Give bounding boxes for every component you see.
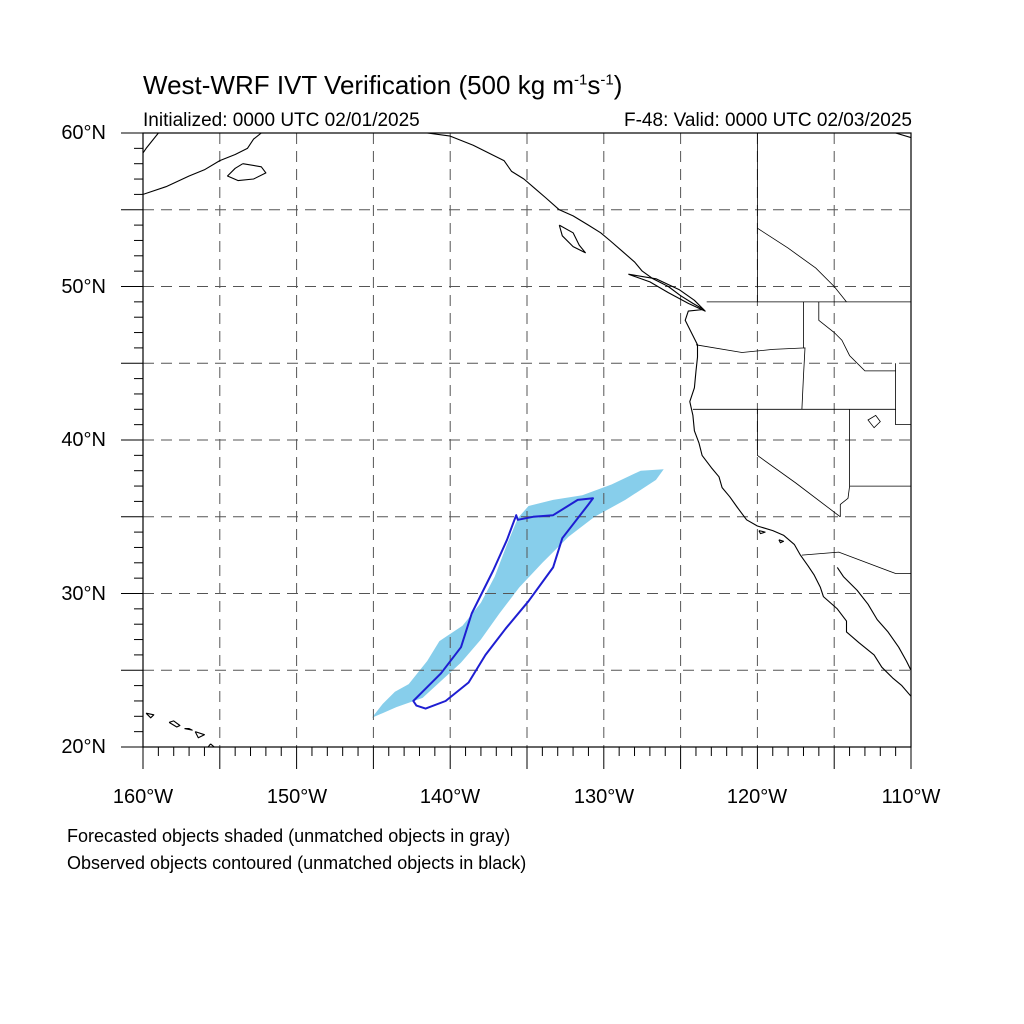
legend-note-observed: Observed objects contoured (unmatched ob… — [67, 853, 527, 873]
lat-label-50n: 50°N — [61, 276, 106, 298]
coastline — [184, 728, 193, 731]
lon-label-130w: 130°W — [573, 786, 635, 808]
state-boundary — [757, 409, 841, 518]
lon-label-150w: 150°W — [266, 786, 328, 808]
lake-outline — [867, 414, 881, 429]
lat-label-60n: 60°N — [61, 122, 106, 144]
coastline — [145, 712, 155, 719]
lon-label-120w: 120°W — [726, 786, 788, 808]
lon-label-110w: 110°W — [881, 786, 941, 808]
coastline — [143, 133, 262, 195]
coastline — [895, 133, 911, 139]
coastline — [628, 273, 706, 312]
coastline — [427, 133, 911, 697]
forecast-object-shading — [371, 469, 664, 718]
initialized-time: Initialized: 0000 UTC 02/01/2025 — [143, 110, 420, 131]
coastline — [194, 731, 205, 739]
observed-object-contour — [412, 497, 594, 710]
state-boundary — [839, 409, 850, 517]
state-boundary — [801, 551, 911, 574]
coastline — [558, 224, 586, 254]
coastline — [778, 539, 785, 544]
coastline — [168, 720, 181, 728]
coastline — [226, 163, 267, 182]
lat-label-30n: 30°N — [61, 583, 106, 605]
state-boundary — [695, 344, 806, 410]
lat-label-40n: 40°N — [61, 429, 106, 451]
lon-label-160w: 160°W — [112, 786, 174, 808]
state-boundary — [895, 363, 911, 425]
state-boundary — [818, 301, 896, 372]
valid-time: F-48: Valid: 0000 UTC 02/03/2025 — [624, 110, 912, 131]
coastline — [758, 530, 766, 535]
coastline — [836, 567, 911, 671]
lon-label-140w: 140°W — [419, 786, 481, 808]
state-boundary — [757, 227, 847, 303]
map-frame — [142, 132, 912, 748]
lat-label-20n: 20°N — [61, 736, 106, 758]
coastline — [143, 133, 159, 154]
legend-note-forecast: Forecasted objects shaded (unmatched obj… — [67, 826, 511, 846]
chart-title: West-WRF IVT Verification (500 kg m-1s-1… — [143, 70, 623, 100]
